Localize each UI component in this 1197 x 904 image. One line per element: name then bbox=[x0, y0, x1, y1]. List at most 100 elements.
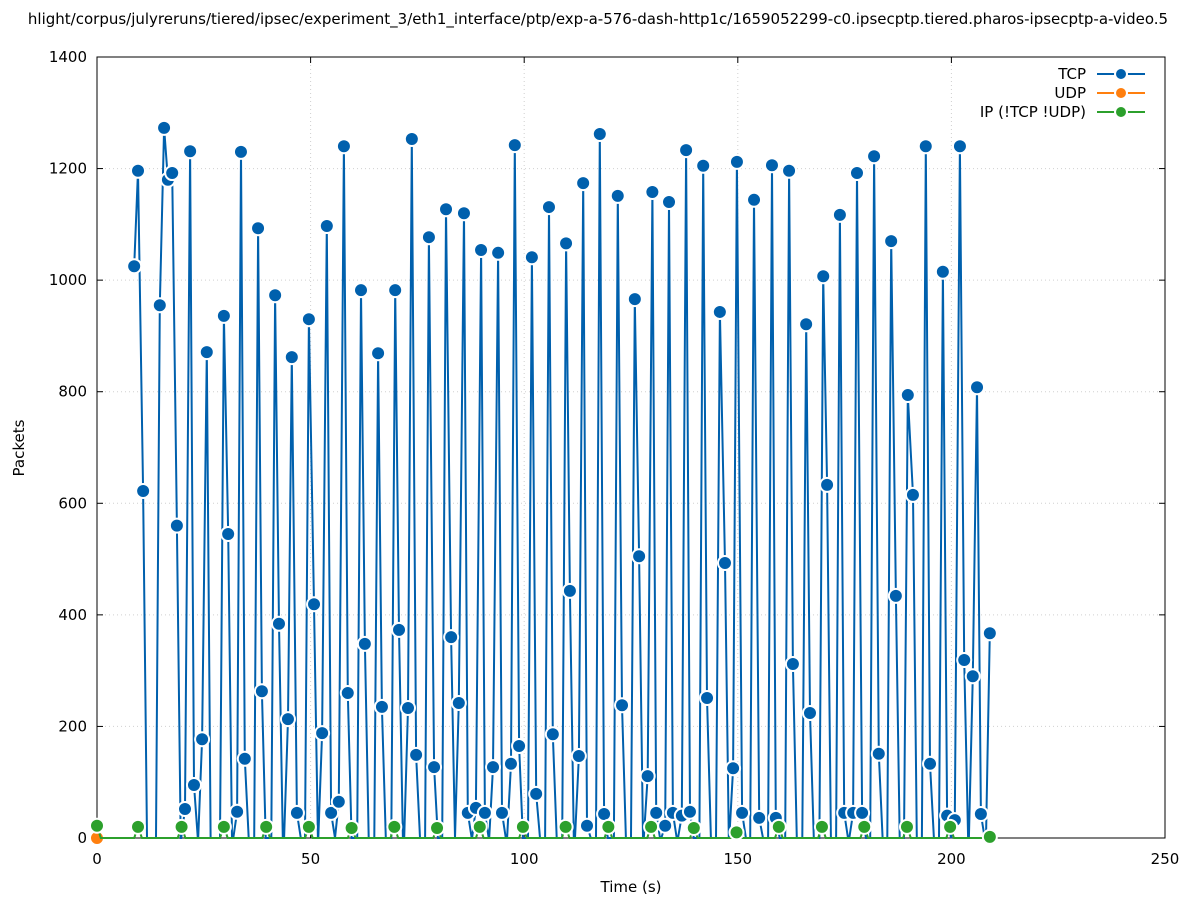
data-point-tcp bbox=[922, 755, 939, 772]
data-point-tcp bbox=[506, 137, 523, 154]
data-point-tcp bbox=[279, 711, 296, 728]
data-point-tcp bbox=[801, 705, 818, 722]
data-point-tcp bbox=[570, 747, 587, 764]
y-tick-label: 1000 bbox=[49, 271, 87, 289]
data-point-tcp bbox=[695, 157, 712, 174]
data-point-tcp bbox=[438, 201, 455, 218]
data-point-tcp bbox=[728, 153, 745, 170]
data-point-tcp bbox=[934, 263, 951, 280]
data-point-tcp bbox=[699, 689, 716, 706]
data-point-tcp bbox=[356, 635, 373, 652]
legend-marker-tcp bbox=[1114, 67, 1128, 81]
y-axis-label: Packets bbox=[10, 419, 28, 476]
series-tcp bbox=[126, 119, 998, 839]
legend-label-ip-tcp-udp: IP (!TCP !UDP) bbox=[980, 103, 1086, 121]
data-point-tcp bbox=[318, 218, 335, 235]
series-layer bbox=[89, 119, 998, 846]
data-point-tcp bbox=[956, 652, 973, 669]
legend-label-udp: UDP bbox=[1054, 84, 1086, 102]
data-point-tcp bbox=[964, 668, 981, 685]
data-point-tcp bbox=[870, 745, 887, 762]
data-point-ip-tcp-udp bbox=[89, 817, 105, 834]
data-point-tcp bbox=[854, 804, 871, 821]
data-point-ip-tcp-udp bbox=[643, 818, 660, 835]
y-tick-label: 800 bbox=[58, 383, 87, 401]
data-point-tcp bbox=[130, 162, 147, 179]
data-point-tcp bbox=[784, 655, 801, 672]
data-point-tcp bbox=[151, 297, 168, 314]
data-point-ip-tcp-udp bbox=[981, 828, 998, 845]
data-point-tcp bbox=[420, 229, 437, 246]
data-point-ip-tcp-udp bbox=[386, 818, 403, 835]
data-point-tcp bbox=[626, 291, 643, 308]
data-point-tcp bbox=[558, 235, 575, 252]
data-point-tcp bbox=[168, 517, 185, 534]
series-ip-tcp-udp bbox=[89, 817, 998, 845]
series-line-ip-tcp-udp bbox=[96, 823, 991, 839]
data-point-tcp bbox=[493, 804, 510, 821]
data-point-ip-tcp-udp bbox=[130, 818, 147, 835]
data-point-ip-tcp-udp bbox=[258, 818, 275, 835]
data-point-ip-tcp-udp bbox=[429, 819, 446, 836]
data-point-tcp bbox=[972, 806, 989, 823]
data-point-tcp bbox=[578, 817, 595, 834]
data-point-ip-tcp-udp bbox=[514, 818, 531, 835]
data-point-tcp bbox=[711, 303, 728, 320]
data-point-tcp bbox=[220, 525, 237, 542]
y-tick-label: 600 bbox=[58, 494, 87, 512]
data-point-tcp bbox=[185, 777, 202, 794]
data-point-ip-tcp-udp bbox=[173, 818, 190, 835]
data-point-tcp bbox=[198, 344, 215, 361]
data-point-tcp bbox=[883, 233, 900, 250]
axes: 0 200 400 600 800 1000 1200 1400 0 50 100 150 200 250 bbox=[49, 48, 1180, 868]
data-point-ip-tcp-udp bbox=[898, 818, 915, 835]
data-point-tcp bbox=[267, 287, 284, 304]
data-point-ip-tcp-udp bbox=[557, 818, 574, 835]
chart-title: hlight/corpus/julyreruns/tiered/ipsec/ex… bbox=[28, 10, 1168, 29]
data-point-tcp bbox=[502, 755, 519, 772]
data-point-tcp bbox=[236, 750, 253, 767]
data-point-tcp bbox=[716, 554, 733, 571]
data-point-tcp bbox=[644, 184, 661, 201]
data-point-tcp bbox=[887, 587, 904, 604]
data-point-tcp bbox=[288, 804, 305, 821]
y-tick-label: 0 bbox=[77, 829, 87, 847]
data-point-tcp bbox=[373, 698, 390, 715]
data-point-tcp bbox=[678, 142, 695, 159]
data-point-tcp bbox=[135, 483, 152, 500]
data-point-tcp bbox=[614, 697, 631, 714]
data-point-ip-tcp-udp bbox=[471, 818, 488, 835]
data-point-tcp bbox=[899, 387, 916, 404]
data-point-tcp bbox=[194, 731, 211, 748]
data-point-ip-tcp-udp bbox=[343, 819, 360, 836]
data-point-tcp bbox=[426, 759, 443, 776]
data-point-tcp bbox=[250, 220, 267, 237]
data-point-tcp bbox=[609, 187, 626, 204]
data-point-tcp bbox=[631, 548, 648, 565]
x-tick-label: 50 bbox=[301, 850, 320, 868]
data-point-tcp bbox=[904, 486, 921, 503]
data-point-tcp bbox=[450, 694, 467, 711]
legend-marker-ip-tcp-udp bbox=[1114, 105, 1128, 119]
x-tick-label: 150 bbox=[723, 850, 752, 868]
data-point-tcp bbox=[473, 242, 490, 259]
data-point-tcp bbox=[751, 809, 768, 826]
x-tick-label: 0 bbox=[92, 850, 102, 868]
data-point-tcp bbox=[403, 131, 420, 148]
data-point-tcp bbox=[781, 162, 798, 179]
data-point-tcp bbox=[819, 476, 836, 493]
data-point-tcp bbox=[657, 817, 674, 834]
data-point-tcp bbox=[661, 194, 678, 211]
data-point-tcp bbox=[544, 726, 561, 743]
data-point-tcp bbox=[306, 596, 323, 613]
data-point-tcp bbox=[270, 615, 287, 632]
data-point-tcp bbox=[490, 244, 507, 261]
y-tick-label: 200 bbox=[58, 717, 87, 735]
data-point-tcp bbox=[455, 205, 472, 222]
data-point-tcp bbox=[815, 268, 832, 285]
data-point-ip-tcp-udp bbox=[770, 818, 787, 835]
data-point-tcp bbox=[339, 684, 356, 701]
data-point-tcp bbox=[300, 311, 317, 328]
data-point-tcp bbox=[253, 683, 270, 700]
